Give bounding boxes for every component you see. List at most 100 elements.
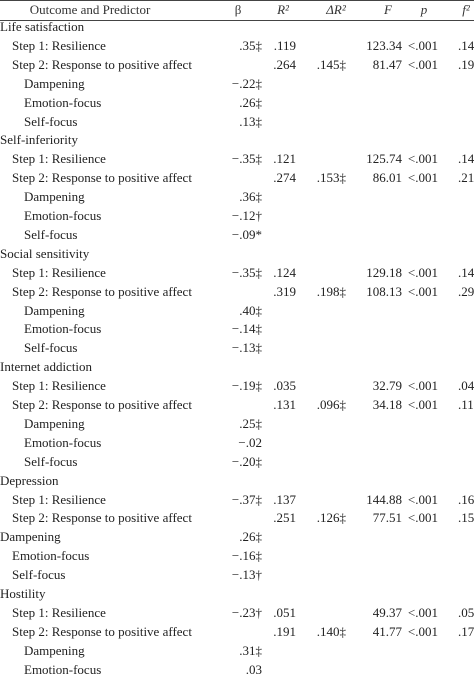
beta: −.23† [231,604,262,620]
f-value: 77.51 [372,510,402,526]
p-value: <.001 [407,397,438,412]
r2: .191 [273,623,296,639]
p-value: <.001 [407,170,438,186]
row-label: Dampening [24,302,85,318]
beta: −.20‡ [231,453,262,469]
row-label: Dampening [24,189,85,205]
beta: −.12† [231,208,262,223]
row-label: Step 1: Resilience [12,491,106,507]
p-value: <.001 [407,378,438,394]
row-label: Self-focus [24,226,78,242]
f2: .14 [458,37,474,53]
row-label: Self-focus [24,113,78,129]
row-label: Life satisfaction [0,19,85,34]
beta: −.19‡ [231,378,262,394]
beta: .25‡ [239,415,262,431]
r2: .274 [273,170,296,186]
row-label: Step 2: Response to positive affect [12,170,192,186]
f-value: 129.18 [366,264,402,280]
header-beta: β [234,2,242,17]
f-value: 125.74 [366,151,402,167]
f-value: 108.13 [366,283,402,299]
p-value: <.001 [407,491,438,507]
beta: −.35‡ [231,264,262,280]
header-outcome: Outcome and Predictor [29,2,151,17]
row-label: Self-focus [12,567,66,583]
top-rule [0,0,474,1]
row-label: Self-focus [24,340,78,356]
r2: .137 [273,491,296,507]
beta: −.37‡ [231,491,262,507]
f2: .05 [458,604,474,620]
row-label: Step 2: Response to positive affect [12,397,192,412]
r2: .051 [273,604,296,620]
p-value: <.001 [407,56,438,72]
r2: .119 [273,37,296,53]
row-label: Hostility [0,586,46,601]
header-p: p [420,2,428,17]
header-f: F [384,2,392,17]
row-label: Emotion-focus [24,661,102,677]
f-value: 34.18 [372,397,402,412]
r2: .131 [273,397,296,412]
r2: .035 [273,378,296,394]
row-label: Step 1: Resilience [12,378,106,394]
row-label: Dampening [24,75,85,91]
header-f2: f² [462,2,470,17]
header-delta-r2: ΔR² [326,2,346,17]
delta-r2: .096‡ [316,397,346,412]
beta: .26‡ [239,529,262,545]
row-label: Emotion-focus [24,321,102,337]
beta: .36‡ [239,189,262,205]
f-value: 49.37 [372,604,402,620]
r2: .264 [273,56,296,72]
row-label: Emotion-focus [24,208,102,223]
f2: .19 [458,56,474,72]
beta: −.35‡ [231,151,262,167]
row-label: Step 1: Resilience [12,264,106,280]
p-value: <.001 [407,37,438,53]
row-label: Emotion-focus [12,548,90,564]
delta-r2: .153‡ [316,170,346,186]
delta-r2: .126‡ [316,510,346,526]
header-rule [0,20,474,21]
row-label: Emotion-focus [24,434,102,450]
delta-r2: .140‡ [316,623,346,639]
r2: .124 [273,264,296,280]
beta: −.02 [238,434,262,450]
beta: .13‡ [239,113,262,129]
row-label: Social sensitivity [0,245,90,261]
beta: .31‡ [239,642,262,658]
f2: .15 [458,510,474,526]
p-value: <.001 [407,623,438,639]
row-label: Step 2: Response to positive affect [12,623,192,639]
beta: −.13‡ [231,340,262,356]
f2: .17 [458,623,474,639]
f2: .14 [458,151,474,167]
beta: −.16‡ [231,548,262,564]
r2: .251 [273,510,296,526]
row-label: Emotion-focus [24,94,102,110]
beta: .26‡ [239,94,262,110]
f-value: 81.47 [372,56,402,72]
f-value: 123.34 [366,37,402,53]
f2: .29 [458,283,474,299]
r2: .319 [273,283,296,299]
f-value: 32.79 [372,378,402,394]
beta: −.22‡ [231,75,262,91]
f2: .11 [458,397,474,412]
p-value: <.001 [407,604,438,620]
f2: .16 [458,491,474,507]
row-label: Self-focus [24,453,78,469]
row-label: Step 1: Resilience [12,151,106,167]
row-label: Internet addiction [0,359,93,375]
p-value: <.001 [407,151,438,167]
beta: .40‡ [239,302,262,318]
row-label: Step 2: Response to positive affect [12,510,192,526]
p-value: <.001 [407,283,438,299]
f2: .04 [458,378,474,394]
row-label: Self-inferiority [0,132,78,148]
beta: −.14‡ [231,321,262,337]
f-value: 144.88 [366,491,402,507]
